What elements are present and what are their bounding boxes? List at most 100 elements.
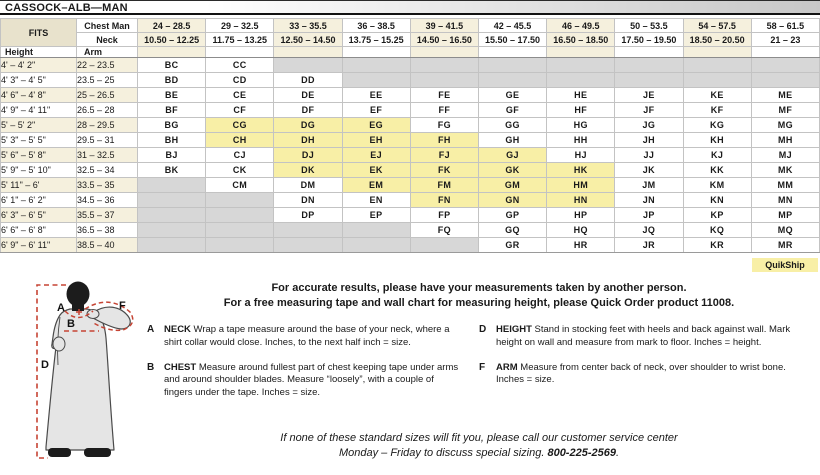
cassock-figure-svg: A B D F [36,281,134,459]
size-code-cell: GF [477,102,548,118]
size-table-row: 4' 3" – 4' 5" 23.5 – 25 BD CD DD [0,72,820,88]
spacer-cell [750,46,820,58]
neck-range-cell: 12.50 – 14.50 [273,32,343,47]
size-code-cell-quikship: EG [341,117,411,133]
spacer-cell [341,46,411,58]
size-code-cell: CK [205,162,275,178]
instructions-left-column: A NECK Wrap a tape measure around the bas… [147,324,463,412]
size-code-cell-unavailable [682,57,752,73]
instruction-term: HEIGHT [496,324,532,335]
size-code-cell-quikship: HN [546,192,616,208]
size-code-cell-unavailable [341,222,411,238]
chest-range-cell: 58 – 61.5 [750,18,820,33]
neck-measure-line [64,309,94,319]
size-code-cell-unavailable [205,222,275,238]
figure-head [66,281,90,311]
figure-label-height: D [41,359,49,371]
arm-range-cell: 29.5 – 31 [76,132,138,148]
figure-feet [48,448,111,457]
instruction-letter: F [479,361,486,373]
height-measure-line [36,284,66,459]
size-code-cell: JG [614,117,684,133]
size-code-cell-quikship: DK [273,162,343,178]
special-sizing-line-2: Monday – Friday to discuss special sizin… [338,447,620,459]
size-code-cell-unavailable [614,72,684,88]
size-table-row: 6' 1" – 6' 2" 34.5 – 36 DN EN FN GN HN JN KN MN [0,192,820,208]
height-range-cell: 6' 9" – 6' 11" [0,237,77,253]
size-code-cell-unavailable [136,192,207,208]
figure-label-neck: A [57,302,65,314]
size-code-cell: HR [546,237,616,253]
size-code-cell-quikship: EH [341,132,411,148]
size-code-cell-unavailable [136,237,207,253]
size-code-cell: KN [682,192,752,208]
size-code-cell-quikship: GN [477,192,548,208]
size-code-cell-quikship: CG [205,117,275,133]
size-code-cell: GQ [477,222,548,238]
size-code-cell-quikship: GK [477,162,548,178]
height-range-cell: 4' 9" – 4' 11" [0,102,77,118]
instruction-letter: B [147,361,155,373]
size-code-cell-quikship: FJ [409,147,479,163]
figure-label-arm: F [119,300,126,312]
size-code-cell: DE [273,87,343,103]
size-code-cell: MJ [750,147,820,163]
size-code-cell-quikship: HK [546,162,616,178]
size-code-cell-unavailable [205,207,275,223]
size-code-cell-quikship: FN [409,192,479,208]
arm-range-cell: 26.5 – 28 [76,102,138,118]
instructions-right-column: D HEIGHT Stand in stocking feet with heel… [479,324,815,412]
chest-range-cell: 54 – 57.5 [682,18,752,33]
arm-range-cell: 35.5 – 37 [76,207,138,223]
size-code-cell: MH [750,132,820,148]
size-code-cell-quikship: EM [341,177,411,193]
size-code-cell: JR [614,237,684,253]
size-code-cell: DD [273,72,343,88]
size-code-cell: MF [750,102,820,118]
size-code-cell: GR [477,237,548,253]
chest-range-cell: 36 – 38.5 [341,18,411,33]
size-code-cell: DM [273,177,343,193]
size-code-cell: MM [750,177,820,193]
size-code-cell: CJ [205,147,275,163]
arm-measure-line [84,301,134,332]
size-code-cell-unavailable [205,192,275,208]
arm-range-cell: 31 – 32.5 [76,147,138,163]
size-code-cell-quikship: CH [205,132,275,148]
arm-range-cell: 33.5 – 35 [76,177,138,193]
size-code-cell: CC [205,57,275,73]
size-code-cell: KP [682,207,752,223]
size-code-cell-unavailable [341,57,411,73]
size-code-cell: EN [341,192,411,208]
size-code-cell: JQ [614,222,684,238]
instruction-arm: F ARM Measure from center back of neck, o… [479,362,815,388]
cassock-measurement-illustration: A B D F [2,281,140,474]
size-code-cell: CD [205,72,275,88]
neck-range-cell: 14.50 – 16.50 [409,32,479,47]
size-code-cell: BC [136,57,207,73]
page-title: CASSOCK–ALB—MAN [0,0,820,15]
instruction-text: Measure around fullest part of chest kee… [164,361,459,399]
size-code-cell: BJ [136,147,207,163]
arm-range-cell: 38.5 – 40 [76,237,138,253]
chest-range-cell: 29 – 32.5 [205,18,275,33]
instruction-letter: D [479,324,487,335]
size-code-cell-quikship: DH [273,132,343,148]
neck-range-cell: 17.50 – 19.50 [614,32,684,47]
fits-label: FITS [0,18,77,47]
neck-range-cell: 16.50 – 18.50 [546,32,616,47]
size-code-cell-unavailable [136,222,207,238]
arm-range-cell: 25 – 26.5 [76,87,138,103]
size-code-cell-quikship: DJ [273,147,343,163]
chest-row-label: Chest Man [76,18,138,33]
spacer-cell [136,46,207,58]
size-code-cell: CE [205,87,275,103]
size-code-cell: KM [682,177,752,193]
size-code-cell: KF [682,102,752,118]
size-code-cell: MG [750,117,820,133]
size-code-cell: FG [409,117,479,133]
arm-range-cell: 23.5 – 25 [76,72,138,88]
size-table-row: 6' 6" – 6' 8" 36.5 – 38 FQ GQ HQ JQ KQ MQ [0,222,820,238]
size-code-cell: FP [409,207,479,223]
size-table-row: 5' – 5' 2" 28 – 29.5 BG CG DG EG FG GG HG JG KG MG [0,117,820,133]
